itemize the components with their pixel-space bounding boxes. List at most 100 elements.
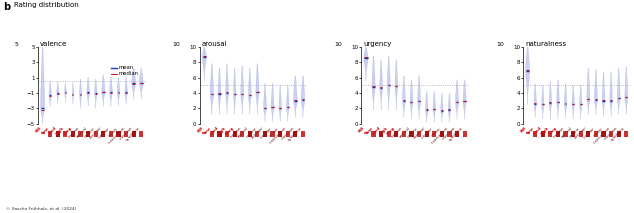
Polygon shape — [572, 85, 574, 119]
Polygon shape — [101, 75, 105, 106]
Text: exterior: exterior — [251, 126, 265, 140]
Polygon shape — [564, 84, 567, 117]
Text: med: med — [209, 126, 219, 136]
Text: nature: nature — [83, 126, 96, 138]
Text: human: human — [229, 126, 242, 139]
FancyBboxPatch shape — [463, 131, 467, 137]
FancyBboxPatch shape — [278, 131, 282, 137]
Polygon shape — [364, 47, 368, 81]
Text: Rating distribution: Rating distribution — [14, 2, 79, 8]
Polygon shape — [241, 66, 243, 114]
Polygon shape — [226, 64, 228, 114]
Text: nature: nature — [406, 126, 419, 138]
Text: synthetic: synthetic — [125, 126, 141, 142]
Text: high: high — [55, 126, 65, 136]
FancyBboxPatch shape — [617, 131, 621, 137]
Polygon shape — [287, 85, 289, 121]
FancyBboxPatch shape — [63, 131, 67, 137]
Text: instrument: instrument — [269, 126, 288, 145]
Text: mexican: mexican — [442, 126, 457, 141]
FancyBboxPatch shape — [217, 131, 221, 137]
FancyBboxPatch shape — [94, 131, 98, 137]
FancyBboxPatch shape — [609, 131, 613, 137]
Polygon shape — [87, 78, 89, 106]
FancyBboxPatch shape — [571, 131, 575, 137]
FancyBboxPatch shape — [56, 131, 60, 137]
Polygon shape — [410, 80, 413, 119]
FancyBboxPatch shape — [225, 131, 229, 137]
FancyBboxPatch shape — [256, 131, 259, 137]
Text: high: high — [540, 126, 550, 136]
Polygon shape — [463, 80, 466, 119]
FancyBboxPatch shape — [294, 131, 297, 137]
Polygon shape — [264, 84, 266, 121]
Polygon shape — [233, 68, 236, 114]
FancyBboxPatch shape — [455, 131, 459, 137]
Text: low: low — [42, 126, 50, 134]
Polygon shape — [549, 82, 552, 119]
Polygon shape — [534, 84, 536, 117]
Text: SW: SW — [358, 126, 366, 134]
FancyBboxPatch shape — [101, 131, 105, 137]
Text: naturalness: naturalness — [525, 41, 566, 47]
Polygon shape — [602, 72, 605, 116]
Legend: mean, median: mean, median — [109, 63, 141, 79]
Polygon shape — [125, 78, 127, 104]
FancyBboxPatch shape — [139, 131, 143, 137]
FancyBboxPatch shape — [364, 132, 368, 134]
Polygon shape — [579, 85, 582, 119]
Text: exterior: exterior — [574, 126, 588, 140]
FancyBboxPatch shape — [79, 131, 82, 137]
Text: SW: SW — [196, 126, 204, 134]
FancyBboxPatch shape — [286, 131, 290, 137]
FancyBboxPatch shape — [432, 131, 436, 137]
Polygon shape — [433, 91, 436, 122]
Text: music: music — [107, 126, 119, 137]
Polygon shape — [117, 78, 120, 106]
Polygon shape — [541, 85, 544, 119]
FancyBboxPatch shape — [548, 131, 552, 137]
Text: low: low — [527, 126, 535, 134]
Text: bing: bing — [63, 126, 73, 136]
Text: instrument: instrument — [430, 126, 450, 145]
Text: valence: valence — [40, 41, 67, 47]
Text: nature: nature — [568, 126, 581, 138]
FancyBboxPatch shape — [602, 131, 605, 137]
Text: 10: 10 — [496, 42, 503, 47]
FancyBboxPatch shape — [579, 131, 583, 137]
FancyBboxPatch shape — [586, 131, 590, 137]
Polygon shape — [110, 77, 112, 107]
FancyBboxPatch shape — [240, 131, 244, 137]
FancyBboxPatch shape — [109, 131, 113, 137]
FancyBboxPatch shape — [526, 132, 529, 134]
FancyBboxPatch shape — [387, 131, 391, 137]
FancyBboxPatch shape — [86, 131, 90, 137]
Text: bing: bing — [386, 126, 396, 136]
FancyBboxPatch shape — [533, 131, 537, 137]
FancyBboxPatch shape — [71, 131, 75, 137]
Polygon shape — [72, 82, 74, 104]
FancyBboxPatch shape — [124, 131, 128, 137]
Text: 10: 10 — [172, 42, 180, 47]
Polygon shape — [41, 48, 44, 124]
FancyBboxPatch shape — [132, 131, 136, 137]
FancyBboxPatch shape — [402, 131, 406, 137]
FancyBboxPatch shape — [394, 131, 398, 137]
Polygon shape — [49, 81, 51, 107]
Text: mexican: mexican — [280, 126, 295, 141]
Polygon shape — [79, 79, 82, 108]
Polygon shape — [294, 76, 297, 117]
Text: high: high — [378, 126, 389, 136]
Text: synthetic: synthetic — [287, 126, 303, 142]
Polygon shape — [618, 68, 620, 114]
FancyBboxPatch shape — [41, 132, 44, 134]
Polygon shape — [210, 64, 214, 114]
Text: med: med — [371, 126, 381, 136]
Polygon shape — [380, 60, 382, 110]
Polygon shape — [595, 70, 597, 114]
Text: 5: 5 — [15, 42, 18, 47]
Text: instrument: instrument — [107, 126, 126, 145]
FancyBboxPatch shape — [372, 131, 375, 137]
Polygon shape — [279, 85, 281, 121]
Polygon shape — [94, 79, 97, 108]
